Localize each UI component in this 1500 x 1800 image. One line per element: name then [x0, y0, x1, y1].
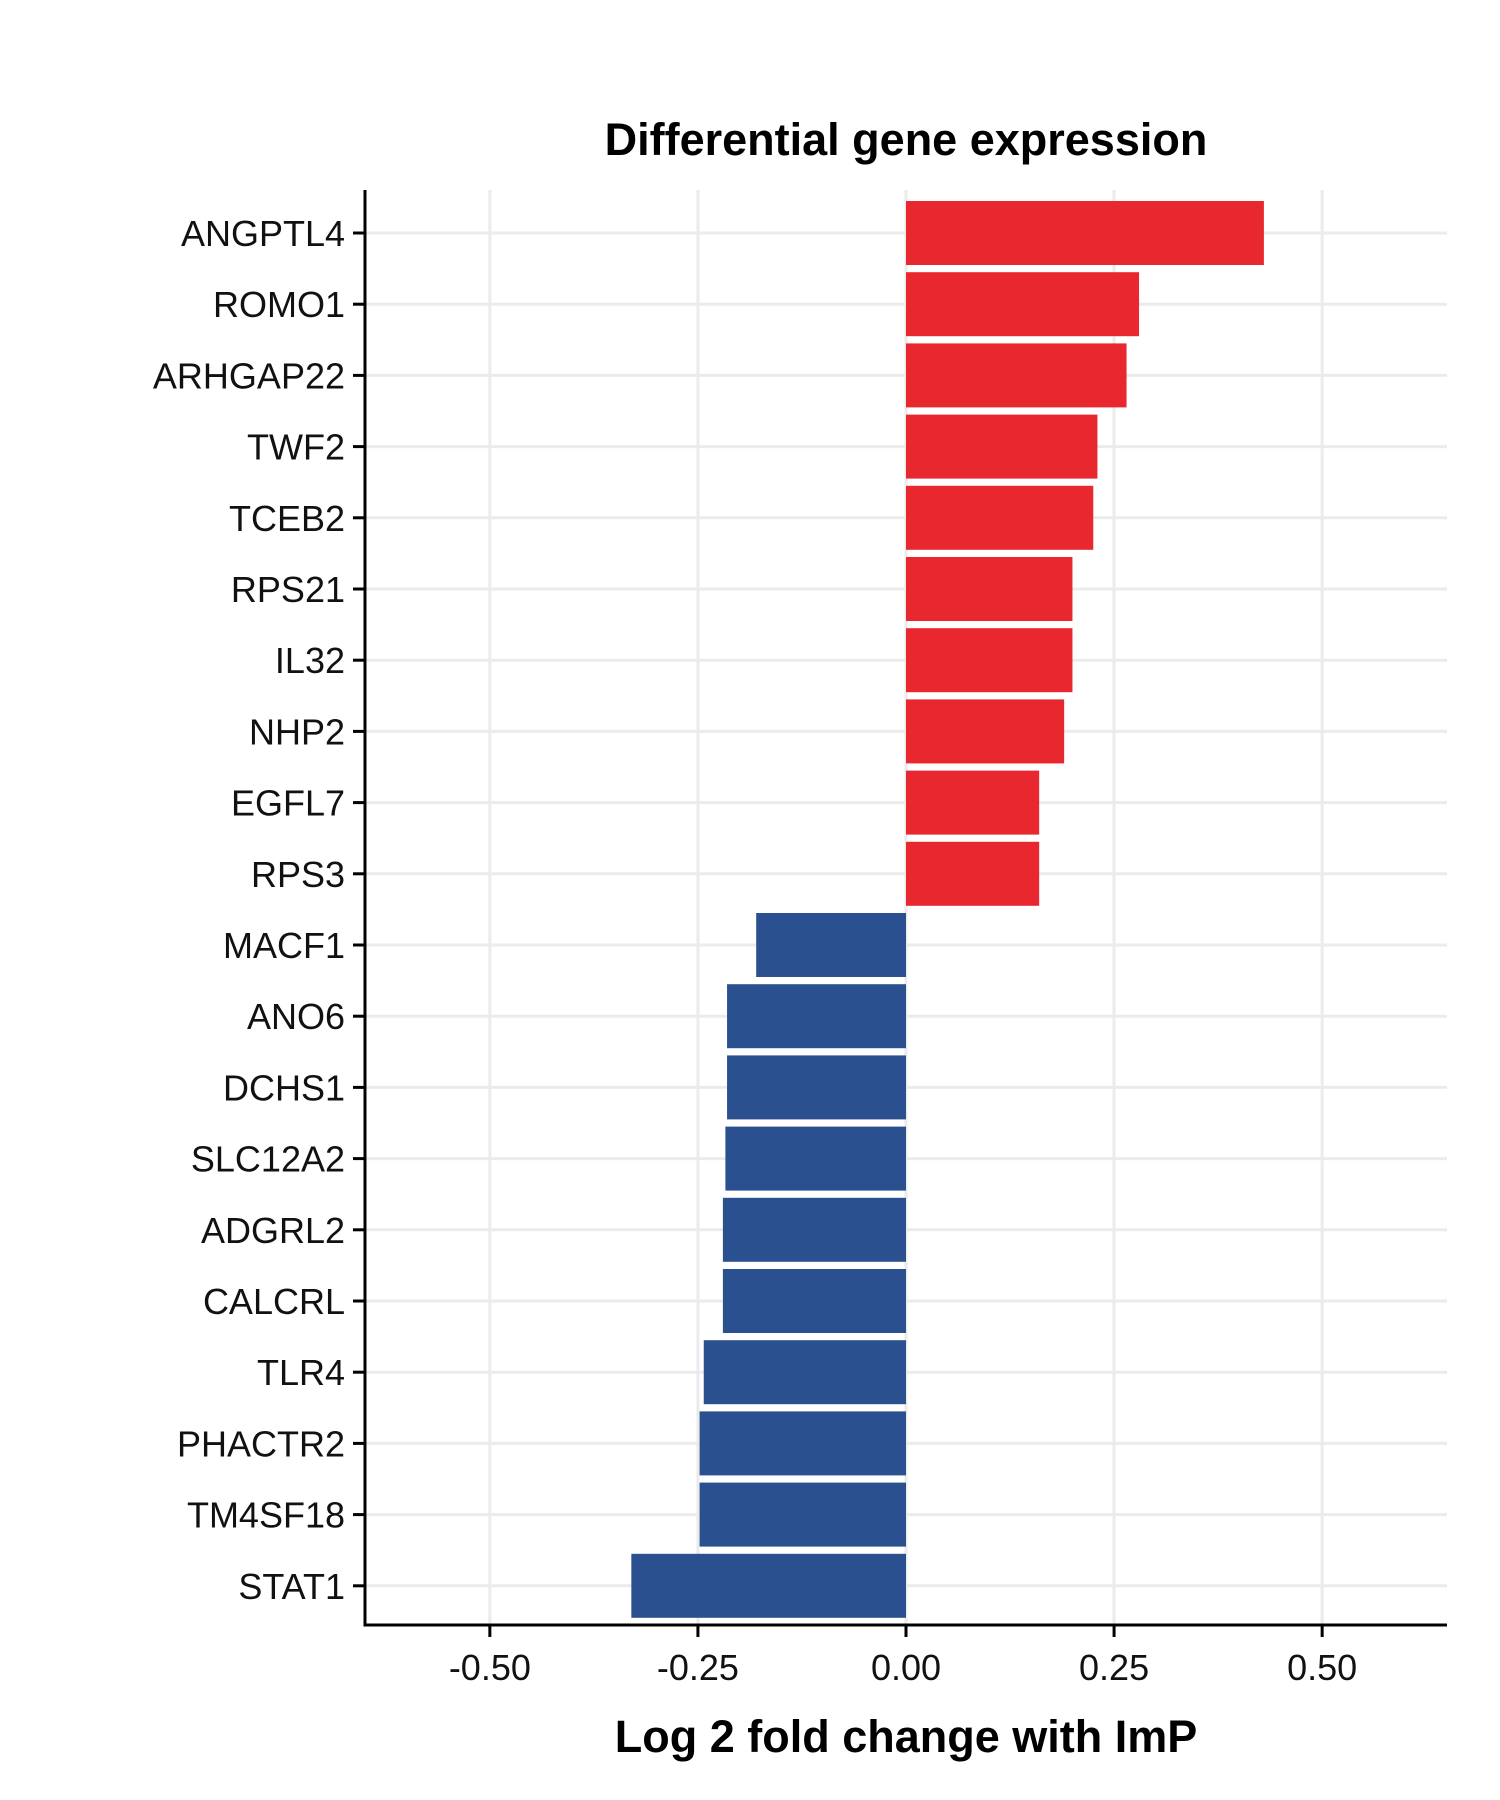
bar-twf2: [906, 414, 1098, 479]
bar-tm4sf18: [699, 1482, 906, 1547]
x-tick-label: 0.25: [1079, 1647, 1149, 1688]
x-tick-label: 0.50: [1287, 1647, 1357, 1688]
y-tick-label: TM4SF18: [187, 1495, 345, 1536]
y-tick-label: IL32: [275, 640, 345, 681]
bar-stat1: [631, 1553, 906, 1618]
y-tick-label: ANGPTL4: [181, 213, 345, 254]
bar-tlr4: [703, 1340, 906, 1405]
y-tick-label: CALCRL: [203, 1281, 345, 1322]
bar-nhp2: [906, 699, 1065, 764]
bar-macf1: [756, 913, 906, 977]
bar-tceb2: [906, 485, 1094, 550]
bar-egfl7: [906, 770, 1040, 835]
bar-romo1: [906, 272, 1140, 337]
bar-ano6: [727, 984, 906, 1049]
axes: [353, 190, 1447, 1637]
bar-calcrl: [722, 1269, 906, 1333]
bar-angptl4: [906, 201, 1264, 265]
x-tick-label: 0.00: [871, 1647, 941, 1688]
y-tick-labels: ANGPTL4 ROMO1 ARHGAP22 TWF2 TCEB2 RPS21 IL32 NH…: [153, 213, 345, 1607]
y-tick-label: ANO6: [247, 996, 345, 1037]
y-tick-label: RPS21: [231, 569, 345, 610]
y-tick-label: MACF1: [223, 925, 345, 966]
x-tick-label: -0.25: [657, 1647, 739, 1688]
bar-phactr2: [699, 1411, 906, 1476]
y-tick-label: DCHS1: [223, 1067, 345, 1108]
bar-slc12a2: [725, 1126, 906, 1191]
y-tick-label: EGFL7: [231, 783, 345, 824]
y-tick-label: TCEB2: [229, 498, 345, 539]
y-tick-label: TWF2: [247, 427, 345, 468]
y-tick-label: RPS3: [251, 854, 345, 895]
x-tick-label: -0.50: [449, 1647, 531, 1688]
chart-title: Differential gene expression: [605, 114, 1208, 165]
y-tick-label: TLR4: [257, 1352, 345, 1393]
bar-rps21: [906, 557, 1073, 621]
bar-dchs1: [727, 1055, 906, 1120]
y-tick-label: ROMO1: [213, 284, 345, 325]
y-tick-label: SLC12A2: [191, 1139, 345, 1180]
bar-arhgap22: [906, 343, 1127, 408]
y-tick-label: STAT1: [238, 1566, 345, 1607]
bar-il32: [906, 628, 1073, 693]
y-tick-label: ARHGAP22: [153, 355, 345, 396]
bar-rps3: [906, 841, 1040, 906]
x-tick-labels: -0.50 -0.25 0.00 0.25 0.50: [449, 1647, 1357, 1688]
y-tick-label: NHP2: [249, 711, 345, 752]
x-axis-label: Log 2 fold change with ImP: [615, 1711, 1198, 1762]
bars: [631, 201, 1264, 1618]
bar-adgrl2: [722, 1197, 906, 1262]
y-tick-label: PHACTR2: [177, 1423, 345, 1464]
y-tick-label: ADGRL2: [201, 1210, 345, 1251]
